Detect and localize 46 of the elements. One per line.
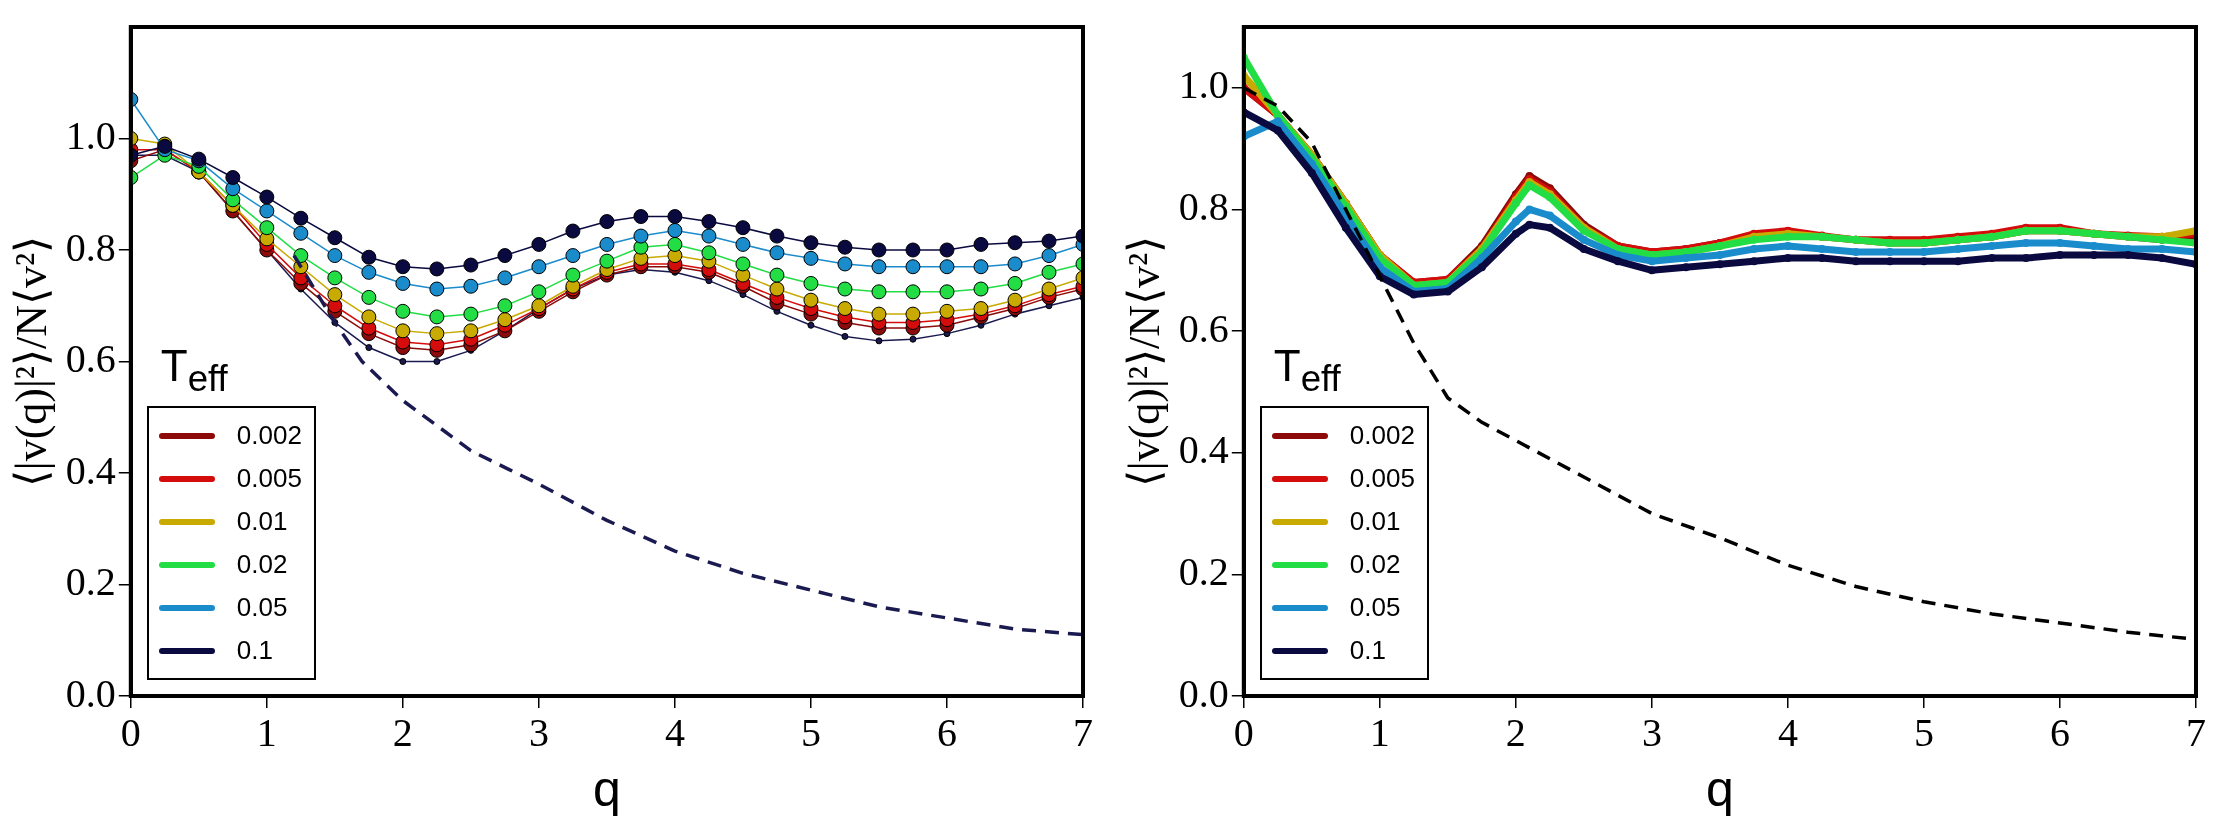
y-tick-label: 0.0 — [1178, 670, 1229, 716]
y-tick-label: 1.0 — [65, 113, 116, 158]
y-tick-label: 0.8 — [1178, 183, 1229, 229]
legend-title: T$_{eff}$ — [160, 341, 229, 400]
y-tick-label: 0.6 — [65, 336, 116, 381]
legend-label: 0.01 — [1349, 506, 1401, 537]
x-tick-label: 7 — [1073, 709, 1093, 755]
x-tick-label: 6 — [2049, 709, 2070, 755]
x-tick-label: 3 — [528, 709, 549, 755]
x-tick-label: 2 — [392, 709, 413, 755]
legend-label: 0.02 — [1349, 549, 1401, 580]
legend-label: 0.005 — [236, 463, 302, 494]
x-tick-label: 3 — [1641, 709, 1662, 755]
legend-label: 0.002 — [236, 420, 302, 451]
x-tick-label: 0 — [1233, 709, 1254, 755]
x-axis-title: q — [1705, 760, 1734, 817]
x-tick-label: 0 — [120, 709, 141, 755]
y-tick-label: 0.2 — [1178, 548, 1229, 594]
x-tick-label: 1 — [256, 709, 277, 755]
x-tick-label: 4 — [1777, 709, 1798, 755]
legend-label: 0.1 — [1349, 635, 1386, 666]
legend-label: 0.02 — [236, 549, 288, 580]
x-tick-label: 6 — [936, 709, 957, 755]
y-tick-label: 0.8 — [65, 224, 116, 270]
legend-label: 0.002 — [1349, 420, 1415, 451]
x-axis-title: q — [592, 760, 621, 817]
y-axis-title: ⟨|v(q)|²⟩/N⟨v²⟩ — [1119, 235, 1169, 488]
legend-label: 0.05 — [236, 592, 288, 623]
y-tick-label: 0.2 — [65, 559, 116, 604]
x-tick-label: 4 — [664, 709, 685, 755]
x-tick-label: 1 — [1369, 709, 1390, 755]
legend-label: 0.1 — [236, 635, 273, 666]
legend-title: T$_{eff}$ — [1273, 341, 1342, 400]
y-tick-label: 0.4 — [65, 447, 116, 493]
legend-label: 0.05 — [1349, 592, 1401, 623]
x-tick-label: 7 — [2186, 709, 2206, 755]
legend-label: 0.01 — [236, 506, 288, 537]
y-axis-title: ⟨|v(q)|²⟩/N⟨v²⟩ — [6, 235, 56, 488]
y-tick-label: 1.0 — [1178, 62, 1229, 108]
y-tick-label: 0.6 — [1178, 305, 1229, 351]
y-tick-label: 0.0 — [65, 670, 116, 716]
y-tick-label: 0.4 — [1178, 427, 1229, 473]
x-tick-label: 5 — [1913, 709, 1934, 755]
x-tick-label: 5 — [800, 709, 821, 755]
legend-label: 0.005 — [1349, 463, 1415, 494]
x-tick-label: 2 — [1505, 709, 1526, 755]
